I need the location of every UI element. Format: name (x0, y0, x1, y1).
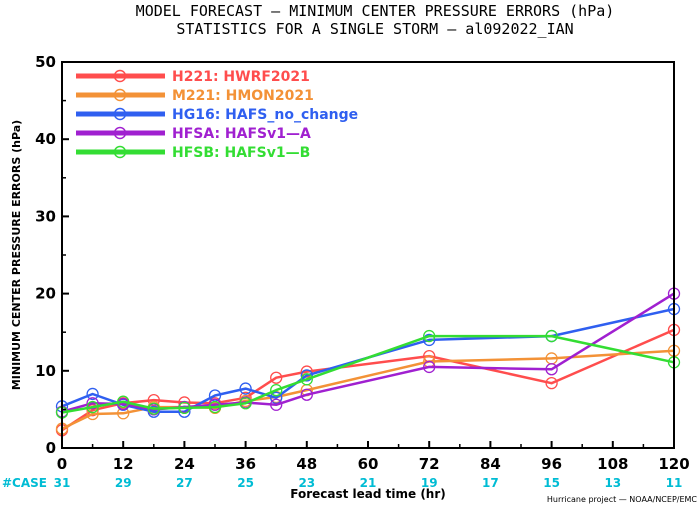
data-point (270, 398, 283, 411)
data-point (208, 400, 222, 414)
case-label: #CASE (2, 476, 47, 490)
data-point (86, 400, 99, 414)
case-count: 27 (176, 476, 193, 490)
data-point (545, 363, 558, 376)
legend-marker (113, 69, 127, 83)
data-point (239, 397, 252, 410)
y-tick-label: 50 (35, 53, 56, 71)
x-tick-label: 72 (419, 455, 440, 473)
y-tick-label: 0 (46, 439, 56, 457)
case-counts: 31 29 27 25 23 21 19 17 15 13 11 (54, 476, 683, 490)
data-point (86, 397, 99, 410)
case-count: 17 (482, 476, 499, 490)
series-line (61, 307, 675, 413)
data-point (300, 365, 313, 378)
y-tick-label: 20 (35, 285, 56, 303)
x-tick-label: 36 (235, 455, 256, 473)
x-axis-label: Forecast lead time (hr) (290, 487, 446, 501)
legend-label: H221: HWRF2021 (172, 69, 310, 85)
data-point (300, 369, 313, 382)
data-point (239, 382, 252, 395)
chart-title-line1: MODEL FORECAST — MINIMUM CENTER PRESSURE… (136, 2, 615, 20)
x-tick-label: 96 (541, 455, 562, 473)
x-tick-label: 12 (113, 455, 134, 473)
y-axis-label: MINIMUM CENTER PRESSURE ERRORS (hPa) (10, 120, 23, 390)
data-point (545, 329, 558, 343)
legend-label: HG16: HAFS_no_change (172, 107, 358, 123)
legend-marker (113, 126, 127, 140)
x-axis: 0 12 24 36 48 60 72 84 96 108 120 (57, 441, 690, 473)
credit-text: Hurricane project — NOAA/NCEP/EMC (547, 495, 698, 504)
case-count: 13 (604, 476, 621, 490)
x-tick-label: 48 (296, 455, 317, 473)
data-point (300, 388, 313, 401)
data-point (545, 377, 558, 390)
case-count: 31 (54, 476, 71, 490)
plot-area (55, 287, 681, 437)
x-tick-label: 108 (597, 455, 628, 473)
legend-label: HFSB: HAFSv1—B (172, 145, 310, 161)
data-point (117, 395, 130, 408)
data-point (270, 371, 283, 384)
data-point (423, 329, 436, 343)
data-point (178, 401, 191, 415)
y-tick-label: 10 (35, 362, 56, 380)
y-axis: 0 10 20 30 40 50 (35, 53, 69, 457)
legend-marker (113, 145, 127, 159)
legend-label: M221: HMON2021 (172, 88, 314, 104)
x-tick-label: 84 (480, 455, 501, 473)
case-count: 29 (115, 476, 132, 490)
legend-marker (113, 88, 127, 102)
plot-frame (61, 61, 675, 449)
case-count: 25 (237, 476, 254, 490)
case-count: 19 (421, 476, 438, 490)
data-point (423, 360, 436, 374)
x-tick-label: 60 (358, 455, 379, 473)
case-count: 21 (360, 476, 377, 490)
data-point (86, 387, 99, 401)
x-tick-label: 120 (658, 455, 689, 473)
x-tick-label: 0 (57, 455, 67, 473)
y-tick-label: 30 (35, 207, 56, 225)
legend-label: HFSA: HAFSv1—A (172, 126, 311, 142)
chart-title-line2: STATISTICS FOR A SINGLE STORM — al092022… (176, 20, 573, 38)
case-count: 23 (298, 476, 315, 490)
series-line (61, 292, 675, 413)
data-point (300, 373, 313, 386)
data-point (270, 391, 283, 404)
legend-marker (113, 107, 127, 121)
data-point (423, 333, 436, 347)
data-point (270, 383, 283, 397)
case-count: 11 (666, 476, 683, 490)
y-tick-label: 40 (35, 130, 56, 148)
legend: H221: HWRF2021 M221: HMON2021 HG16: HAFS_n… (76, 69, 358, 161)
case-count: 15 (543, 476, 560, 490)
x-tick-label: 24 (174, 455, 195, 473)
data-point (86, 404, 99, 417)
data-point (147, 402, 160, 415)
